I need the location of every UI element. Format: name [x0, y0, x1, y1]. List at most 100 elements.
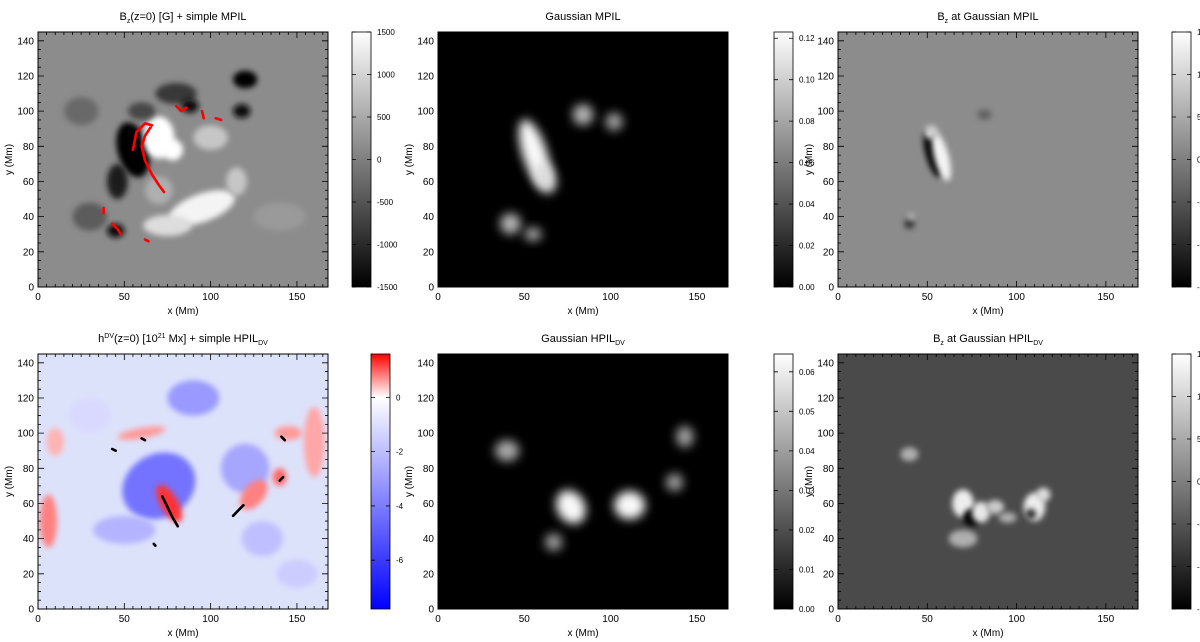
y-tick-label: 60: [823, 499, 835, 510]
y-tick-label: 40: [23, 212, 35, 223]
y-tick-label: 80: [23, 142, 35, 153]
pil-contour: [174, 104, 188, 113]
colorbar: -6 -4 -2 0: [370, 353, 404, 610]
field-feature: [239, 479, 268, 510]
y-tick-label: 20: [23, 247, 35, 258]
field-feature: [545, 533, 563, 551]
colorbar-tick-label: -1500: [1197, 605, 1200, 614]
x-tick-label: 150: [1098, 614, 1115, 625]
field-feature: [169, 190, 235, 226]
field-feature: [494, 440, 520, 462]
axes-frame: [437, 353, 729, 610]
field-feature: [127, 102, 156, 120]
y-axis-label: y (Mm): [804, 144, 815, 175]
field-feature: [533, 162, 557, 194]
field-feature: [63, 97, 99, 126]
pil-contour: [110, 447, 117, 452]
x-tick-label: 150: [289, 614, 306, 625]
colorbar-tick-label: 500: [1197, 435, 1200, 444]
colorbar-tick-label: 1000: [1197, 393, 1200, 402]
field-feature: [156, 484, 183, 523]
colorbar-gradient: [370, 353, 391, 610]
y-tick-label: 80: [423, 142, 435, 153]
image-area: [38, 354, 328, 609]
y-tick-label: 40: [423, 534, 435, 545]
axes-frame: [837, 31, 1139, 288]
y-tick-label: 20: [823, 247, 835, 258]
axis-ticks: [37, 353, 328, 610]
y-tick-label: 100: [17, 429, 34, 440]
y-axis-label: y (Mm): [4, 144, 15, 175]
y-tick-label: 20: [423, 569, 435, 580]
panel-title: hDV(z=0) [1021 Mx] + simple HPILDV: [98, 333, 268, 347]
colorbar-tick-label: 0: [1197, 156, 1200, 165]
x-tick-label: 150: [289, 292, 306, 303]
y-tick-label: 140: [417, 36, 434, 47]
pil-contour: [231, 503, 245, 518]
field-feature: [1036, 487, 1051, 502]
colorbar-gradient: [773, 31, 794, 288]
colorbar: 0.00 0.02 0.04 0.06 0.08 0.10 0.12: [773, 31, 815, 292]
colorbar: -1500 -1000 -500 0 500 1000 1500: [1171, 350, 1200, 614]
y-tick-label: 80: [423, 464, 435, 475]
y-tick-label: 20: [23, 569, 35, 580]
colorbar: -1500 -1000 -500 0 500 1000 1500: [1171, 28, 1200, 292]
y-tick-label: 40: [823, 534, 835, 545]
field-feature: [676, 426, 694, 448]
x-tick-label: 100: [1008, 292, 1025, 303]
y-tick-label: 40: [423, 212, 435, 223]
field-feature: [253, 202, 306, 231]
y-tick-label: 0: [428, 283, 434, 294]
field-feature: [272, 468, 287, 486]
colorbar: -1500 -1000 -500 0 500 1000 1500: [351, 28, 398, 292]
y-tick-label: 100: [417, 429, 434, 440]
x-tick-label: 100: [202, 292, 219, 303]
colorbar-tick-label: 0.03: [799, 486, 815, 495]
y-tick-label: 120: [417, 71, 434, 82]
colorbar-tick-label: -1000: [1197, 241, 1200, 250]
field-feature: [93, 515, 156, 544]
field-feature: [977, 109, 992, 120]
colorbar-tick-label: 0: [377, 156, 382, 165]
y-tick-label: 40: [823, 212, 835, 223]
panel-title: Gaussian HPILDV: [541, 333, 625, 347]
field-feature: [233, 70, 258, 89]
field-feature: [923, 125, 938, 140]
colorbar-tick-label: 500: [377, 113, 391, 122]
colorbar-tick-label: -1000: [377, 241, 398, 250]
image-background: [838, 32, 1138, 287]
colorbar-gradient: [773, 353, 794, 610]
x-tick-label: 100: [202, 614, 219, 625]
x-tick-label: 50: [922, 292, 934, 303]
y-tick-label: 0: [828, 283, 834, 294]
x-tick-label: 50: [519, 292, 531, 303]
image-area: [438, 354, 728, 609]
x-tick-label: 0: [435, 292, 441, 303]
colorbar-tick-label: 0.10: [799, 76, 815, 85]
x-tick-label: 50: [922, 614, 934, 625]
image-background: [838, 354, 1138, 609]
field-feature: [193, 125, 228, 150]
field-feature: [107, 163, 128, 200]
x-tick-label: 100: [602, 292, 619, 303]
axis-ticks: [437, 31, 728, 288]
colorbar-tick-label: 0.06: [799, 368, 815, 377]
field-feature: [145, 176, 173, 205]
y-tick-label: 0: [28, 605, 34, 616]
y-tick-label: 120: [817, 71, 834, 82]
field-feature: [274, 426, 303, 441]
colorbar-tick-label: -1500: [377, 283, 398, 292]
x-tick-label: 0: [435, 614, 441, 625]
colorbar-tick-label: -1000: [1197, 563, 1200, 572]
axis-ticks: [437, 353, 728, 610]
x-tick-label: 150: [1098, 292, 1115, 303]
y-tick-label: 0: [828, 605, 834, 616]
colorbar-tick-label: 0.02: [799, 242, 815, 251]
x-axis-label: x (Mm): [972, 306, 1003, 317]
colorbar-tick-label: 1000: [1197, 71, 1200, 80]
colorbar-tick-label: 1500: [1197, 28, 1200, 37]
pil-contour: [140, 437, 147, 442]
y-tick-label: 140: [17, 36, 34, 47]
